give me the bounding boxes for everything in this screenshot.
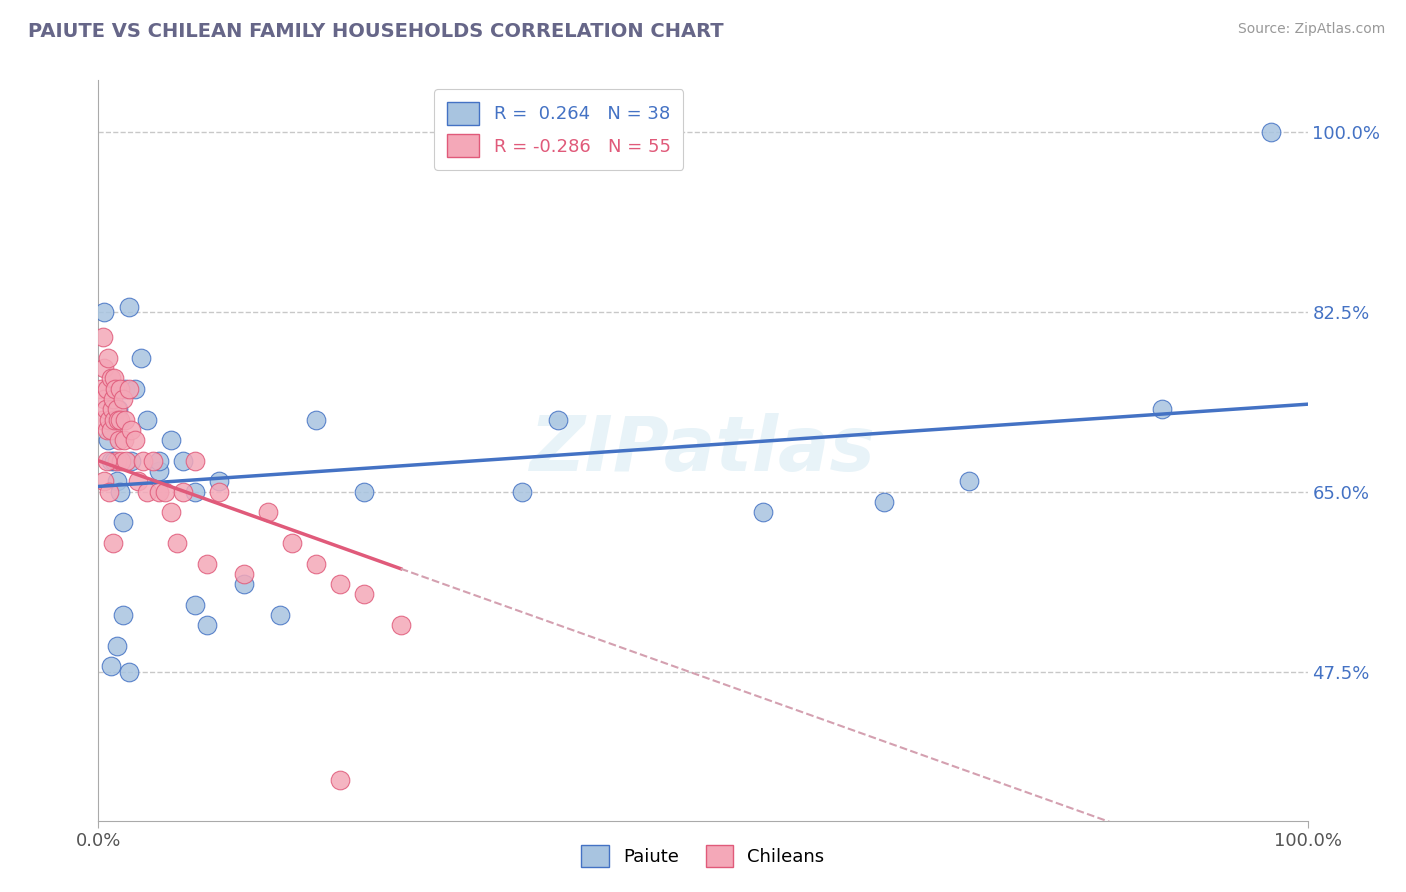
Point xyxy=(148,454,170,468)
Point xyxy=(101,412,124,426)
Point xyxy=(101,392,124,406)
Point xyxy=(114,412,136,426)
Point xyxy=(105,402,128,417)
Point xyxy=(97,433,120,447)
Point xyxy=(93,304,115,318)
Point xyxy=(135,412,157,426)
Point xyxy=(1152,402,1174,417)
Point xyxy=(108,412,131,426)
Point xyxy=(547,412,569,426)
Point xyxy=(329,577,352,591)
Point xyxy=(208,475,231,489)
Point xyxy=(153,484,176,499)
Point xyxy=(100,659,122,673)
Point xyxy=(329,772,352,787)
Point xyxy=(232,566,254,581)
Point xyxy=(118,382,141,396)
Point xyxy=(957,475,980,489)
Legend: R =  0.264   N = 38, R = -0.286   N = 55: R = 0.264 N = 38, R = -0.286 N = 55 xyxy=(434,89,683,170)
Point xyxy=(103,412,125,426)
Point xyxy=(160,505,183,519)
Point xyxy=(105,475,128,489)
Text: Source: ZipAtlas.com: Source: ZipAtlas.com xyxy=(1237,22,1385,37)
Legend: Paiute, Chileans: Paiute, Chileans xyxy=(574,838,832,874)
Point xyxy=(98,484,121,499)
Point xyxy=(124,433,146,447)
Point xyxy=(101,536,124,550)
Point xyxy=(510,484,533,499)
Text: ZIPatlas: ZIPatlas xyxy=(530,414,876,487)
Point xyxy=(148,484,170,499)
Point xyxy=(94,402,117,417)
Point xyxy=(93,392,115,406)
Point xyxy=(118,665,141,679)
Point xyxy=(96,423,118,437)
Text: PAIUTE VS CHILEAN FAMILY HOUSEHOLDS CORRELATION CHART: PAIUTE VS CHILEAN FAMILY HOUSEHOLDS CORR… xyxy=(28,22,724,41)
Point xyxy=(105,639,128,653)
Point xyxy=(93,361,115,376)
Point xyxy=(118,300,141,314)
Point xyxy=(111,607,134,622)
Point xyxy=(752,505,775,519)
Point xyxy=(172,454,194,468)
Point xyxy=(111,516,134,530)
Point xyxy=(114,382,136,396)
Point xyxy=(100,423,122,437)
Point xyxy=(97,351,120,365)
Point xyxy=(115,454,138,468)
Point xyxy=(98,412,121,426)
Point xyxy=(103,454,125,468)
Point xyxy=(96,382,118,396)
Point xyxy=(132,454,155,468)
Point xyxy=(256,505,278,519)
Point xyxy=(120,423,142,437)
Point xyxy=(873,495,896,509)
Point xyxy=(142,454,165,468)
Point xyxy=(1260,125,1282,139)
Point xyxy=(305,412,328,426)
Point xyxy=(104,382,127,396)
Point xyxy=(129,351,152,365)
Point xyxy=(93,475,115,489)
Point xyxy=(353,587,375,601)
Point xyxy=(100,371,122,385)
Point xyxy=(120,454,142,468)
Point xyxy=(107,402,129,417)
Point xyxy=(90,382,112,396)
Point xyxy=(281,536,304,550)
Point xyxy=(269,607,291,622)
Point xyxy=(91,412,114,426)
Point xyxy=(172,484,194,499)
Point xyxy=(184,598,207,612)
Point xyxy=(353,484,375,499)
Point xyxy=(184,484,207,499)
Point xyxy=(108,433,131,447)
Point xyxy=(232,577,254,591)
Point xyxy=(166,536,188,550)
Point xyxy=(96,454,118,468)
Point xyxy=(160,433,183,447)
Point xyxy=(184,454,207,468)
Point xyxy=(105,454,128,468)
Point xyxy=(110,454,132,468)
Point xyxy=(111,392,134,406)
Point xyxy=(195,557,218,571)
Point xyxy=(148,464,170,478)
Point xyxy=(107,412,129,426)
Point xyxy=(195,618,218,632)
Point xyxy=(127,475,149,489)
Point xyxy=(100,402,122,417)
Point xyxy=(91,330,114,344)
Point xyxy=(108,484,131,499)
Point xyxy=(100,454,122,468)
Point xyxy=(305,557,328,571)
Point xyxy=(124,382,146,396)
Point xyxy=(389,618,412,632)
Point xyxy=(135,484,157,499)
Point xyxy=(208,484,231,499)
Point xyxy=(112,433,135,447)
Point xyxy=(108,382,131,396)
Point xyxy=(103,371,125,385)
